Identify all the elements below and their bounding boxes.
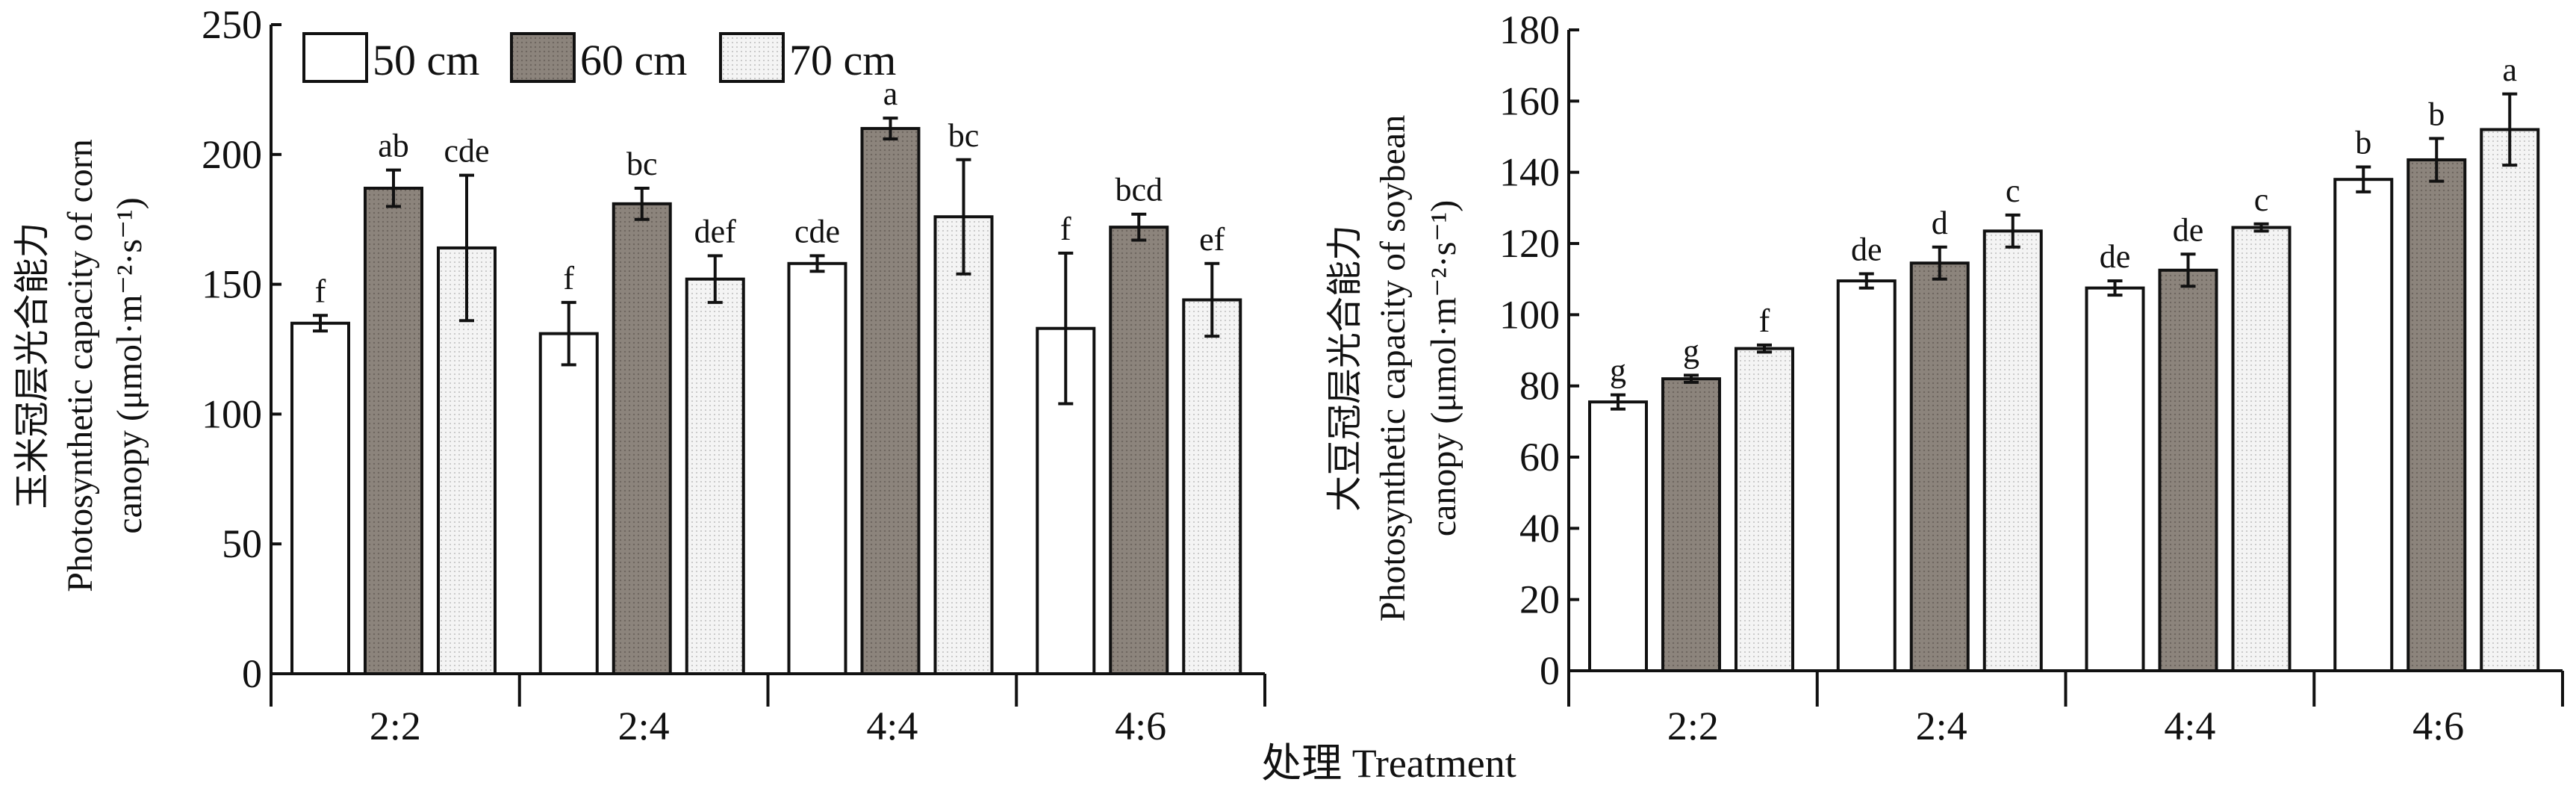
y-tick-label: 160 bbox=[1499, 78, 1560, 123]
significance-letter: c bbox=[2254, 182, 2269, 218]
y-tick-label: 80 bbox=[1519, 364, 1560, 409]
x-axis-title: 处理 Treatment bbox=[1261, 741, 1516, 786]
y-axis-title-line: 玉米冠层光合能力 bbox=[13, 222, 52, 509]
y-axis-title-line: Photosynthetic capacity of soybean bbox=[1373, 115, 1413, 622]
x-tick-label: 4:6 bbox=[2412, 704, 2464, 748]
bar-50cm bbox=[787, 261, 847, 675]
y-tick-label: 120 bbox=[1499, 221, 1560, 266]
bar-70cm bbox=[1982, 229, 2043, 673]
x-tick-label: 4:6 bbox=[1115, 704, 1166, 748]
bar-60cm bbox=[2158, 268, 2218, 672]
significance-letter: def bbox=[694, 213, 737, 249]
x-tick-label: 2:4 bbox=[1916, 704, 1967, 748]
significance-letter: a bbox=[883, 75, 898, 112]
x-tick-label: 2:2 bbox=[370, 704, 421, 748]
significance-letter: d bbox=[1932, 205, 1948, 241]
y-tick-label: 100 bbox=[202, 391, 262, 436]
significance-letter: de bbox=[2100, 238, 2131, 275]
y-tick-label: 0 bbox=[1540, 648, 1560, 693]
bar-50cm bbox=[2333, 178, 2394, 672]
significance-letter: c bbox=[2006, 173, 2020, 209]
soybean-chart: 0 20 40 60 80 100 120 140 160 180 2:2 g g f 2:4 de d c 4:4… bbox=[1325, 7, 2564, 748]
bar-50cm bbox=[1588, 400, 1648, 672]
bar-70cm bbox=[2480, 128, 2540, 672]
x-tick-label: 4:4 bbox=[866, 704, 918, 748]
x-tick-label: 4:4 bbox=[2164, 704, 2215, 748]
significance-letter: g bbox=[1610, 353, 1626, 389]
bar-60cm bbox=[364, 186, 423, 676]
significance-letter: bcd bbox=[1115, 172, 1163, 208]
significance-letter: ab bbox=[378, 128, 409, 164]
legend-swatch bbox=[510, 32, 576, 83]
y-tick-label: 200 bbox=[202, 132, 262, 177]
y-tick-label: 250 bbox=[202, 2, 262, 47]
y-tick-label: 50 bbox=[222, 521, 262, 566]
legend: 50 cm 60 cm 70 cm bbox=[302, 32, 896, 84]
bar-70cm bbox=[1735, 347, 1794, 672]
significance-letter: f bbox=[1060, 211, 1071, 247]
significance-letter: ef bbox=[1199, 221, 1225, 258]
bar-60cm bbox=[1909, 261, 1970, 672]
y-axis-title-line: 大豆冠层光合能力 bbox=[1325, 225, 1365, 512]
bar-50cm bbox=[1836, 279, 1897, 672]
significance-letter: a bbox=[2502, 52, 2517, 88]
significance-letter: bc bbox=[626, 146, 658, 182]
significance-letter: bc bbox=[948, 117, 980, 154]
y-tick-label: 0 bbox=[242, 651, 262, 696]
legend-label: 70 cm bbox=[789, 36, 896, 84]
legend-label: 60 cm bbox=[580, 36, 687, 84]
y-tick-label: 40 bbox=[1519, 506, 1560, 550]
y-tick-label: 100 bbox=[1499, 292, 1560, 337]
legend-swatch bbox=[719, 32, 785, 83]
bar-70cm bbox=[2231, 226, 2292, 672]
bar-50cm bbox=[538, 332, 599, 675]
significance-letter: b bbox=[2428, 96, 2445, 132]
bar-60cm bbox=[1109, 226, 1169, 675]
y-tick-label: 140 bbox=[1499, 150, 1560, 195]
significance-letter: f bbox=[563, 260, 574, 297]
bar-60cm bbox=[2407, 158, 2467, 672]
significance-letter: f bbox=[315, 273, 326, 309]
bar-50cm bbox=[1036, 326, 1096, 675]
significance-letter: cde bbox=[444, 133, 489, 170]
y-axis-title-line: canopy (μmol·m⁻²·s⁻¹) bbox=[110, 197, 149, 533]
y-tick-label: 60 bbox=[1519, 435, 1560, 480]
y-tick-label: 180 bbox=[1499, 7, 1560, 52]
bar-70cm bbox=[437, 246, 497, 676]
bar-70cm bbox=[933, 215, 994, 675]
bar-50cm bbox=[290, 321, 350, 675]
bar-60cm bbox=[1661, 377, 1721, 672]
significance-letter: f bbox=[1759, 303, 1770, 339]
bar-60cm bbox=[612, 202, 672, 675]
bar-50cm bbox=[2085, 286, 2145, 673]
x-tick-label: 2:2 bbox=[1667, 704, 1719, 748]
significance-letter: b bbox=[2355, 125, 2371, 161]
y-tick-label: 150 bbox=[202, 262, 262, 307]
significance-letter: cde bbox=[794, 213, 840, 249]
significance-letter: de bbox=[2173, 211, 2204, 248]
x-tick-label: 2:4 bbox=[618, 704, 670, 748]
significance-letter: g bbox=[1683, 332, 1699, 369]
legend-swatch bbox=[302, 32, 368, 83]
bar-70cm bbox=[685, 277, 745, 675]
significance-letter: de bbox=[1851, 232, 1882, 268]
y-axis-title-line: canopy (μmol·m⁻²·s⁻¹) bbox=[1424, 200, 1463, 536]
y-tick-label: 20 bbox=[1519, 577, 1560, 622]
legend-label: 50 cm bbox=[373, 36, 479, 84]
bar-60cm bbox=[860, 127, 921, 676]
bar-70cm bbox=[1182, 298, 1242, 675]
y-axis-title-line: Photosynthetic capacity of corn bbox=[60, 139, 100, 592]
